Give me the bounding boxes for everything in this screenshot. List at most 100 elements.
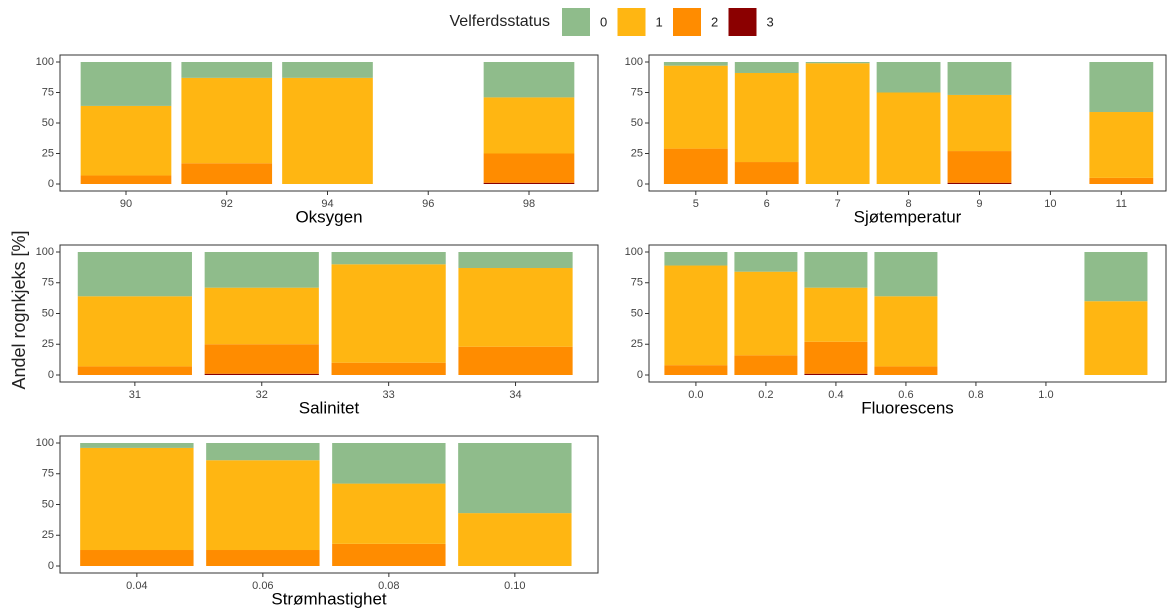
bar-segment: [1084, 301, 1148, 375]
y-tick-label: 100: [625, 56, 643, 68]
bar-segment: [204, 252, 319, 288]
bar-segment: [332, 443, 446, 484]
x-tick-label: 11: [1116, 198, 1127, 210]
bar-segment: [805, 63, 870, 184]
bar-segment: [206, 460, 320, 551]
bar-segment: [805, 62, 870, 64]
x-tick-label: 0.2: [758, 389, 773, 401]
bar-segment: [181, 62, 273, 78]
bar-segment: [206, 550, 320, 566]
bar-segment: [332, 483, 446, 544]
y-tick-label: 100: [36, 437, 54, 449]
y-tick-label: 25: [42, 147, 54, 159]
bar-segment: [282, 77, 373, 184]
bar-segment: [458, 267, 573, 347]
bar-segment: [483, 182, 575, 184]
y-tick-label: 75: [631, 86, 643, 98]
bar-segment: [204, 373, 319, 375]
bar-segment: [734, 62, 799, 73]
bar-segment: [77, 252, 192, 297]
bar-segment: [1084, 252, 1148, 302]
bar-segment: [664, 265, 728, 366]
y-tick-label: 50: [42, 117, 54, 129]
bar-segment: [80, 175, 172, 184]
x-tick-label: 0.0: [688, 389, 703, 401]
y-tick-label: 50: [631, 117, 643, 129]
bar-segment: [331, 362, 446, 375]
y-tick-label: 100: [36, 246, 54, 258]
x-tick-label: 32: [256, 389, 268, 401]
x-tick-label: 0.10: [504, 580, 525, 592]
bar-segment: [804, 287, 868, 342]
bar-segment: [483, 97, 575, 154]
x-axis-label: Salinitet: [299, 398, 360, 417]
bar-segment: [1089, 177, 1154, 184]
bar-segment: [331, 264, 446, 363]
y-tick-label: 50: [42, 498, 54, 510]
x-tick-label: 98: [523, 198, 535, 210]
bar-segment: [77, 366, 192, 375]
y-tick-label: 25: [631, 147, 643, 159]
y-tick-label: 100: [625, 246, 643, 258]
legend-swatch: [673, 8, 701, 36]
bar-segment: [332, 543, 446, 566]
x-tick-label: 9: [976, 198, 982, 210]
x-tick-label: 10: [1044, 198, 1056, 210]
x-tick-label: 7: [835, 198, 841, 210]
y-tick-label: 25: [631, 338, 643, 350]
x-tick-label: 96: [422, 198, 434, 210]
bar-segment: [663, 65, 728, 149]
bar-segment: [734, 162, 799, 184]
bar-segment: [804, 252, 868, 288]
bar-segment: [734, 72, 799, 163]
x-tick-label: 5: [693, 198, 699, 210]
x-tick-label: 0.4: [828, 389, 843, 401]
y-tick-label: 0: [637, 178, 643, 190]
bar-segment: [80, 443, 194, 448]
bar-segment: [734, 355, 798, 375]
bar-segment: [874, 366, 938, 375]
legend-swatch: [562, 8, 590, 36]
bar-segment: [734, 252, 798, 272]
bar-segment: [181, 77, 273, 164]
bar-segment: [1089, 62, 1154, 113]
bar-segment: [734, 271, 798, 356]
y-tick-label: 25: [42, 338, 54, 350]
bar-segment: [282, 62, 373, 78]
bar-segment: [1089, 112, 1154, 178]
x-tick-label: 8: [906, 198, 912, 210]
bar-segment: [331, 252, 446, 265]
bar-segment: [874, 252, 938, 297]
bar-segment: [204, 344, 319, 374]
bar-segment: [80, 447, 194, 551]
y-tick-label: 0: [637, 369, 643, 381]
bar-segment: [204, 287, 319, 345]
bar-segment: [663, 62, 728, 66]
y-tick-label: 25: [42, 529, 54, 541]
x-tick-label: 92: [221, 198, 233, 210]
y-tick-label: 75: [42, 468, 54, 480]
bar-segment: [458, 443, 572, 514]
bar-segment: [80, 62, 172, 106]
x-tick-label: 0.06: [252, 580, 273, 592]
legend-title: Velferdsstatus: [450, 13, 551, 30]
x-tick-label: 0.04: [126, 580, 147, 592]
x-tick-label: 90: [120, 198, 132, 210]
bar-segment: [947, 151, 1012, 183]
y-tick-label: 0: [48, 560, 54, 572]
bar-segment: [947, 62, 1012, 95]
x-tick-label: 1.0: [1038, 389, 1053, 401]
y-tick-label: 75: [42, 86, 54, 98]
legend-label: 2: [711, 14, 718, 29]
y-tick-label: 75: [42, 277, 54, 289]
legend-swatch: [617, 8, 646, 36]
bar-segment: [80, 550, 194, 566]
bar-segment: [181, 163, 273, 184]
x-tick-label: 0.08: [378, 580, 399, 592]
x-axis-label: Strømhastighet: [271, 589, 387, 608]
y-axis-label: Andel rognkjeks [%]: [9, 230, 29, 389]
bar-segment: [947, 94, 1012, 152]
y-tick-label: 0: [48, 178, 54, 190]
bar-segment: [804, 341, 868, 374]
